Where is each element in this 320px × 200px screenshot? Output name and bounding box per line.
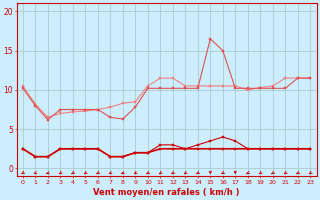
X-axis label: Vent moyen/en rafales ( km/h ): Vent moyen/en rafales ( km/h ) [93,188,240,197]
